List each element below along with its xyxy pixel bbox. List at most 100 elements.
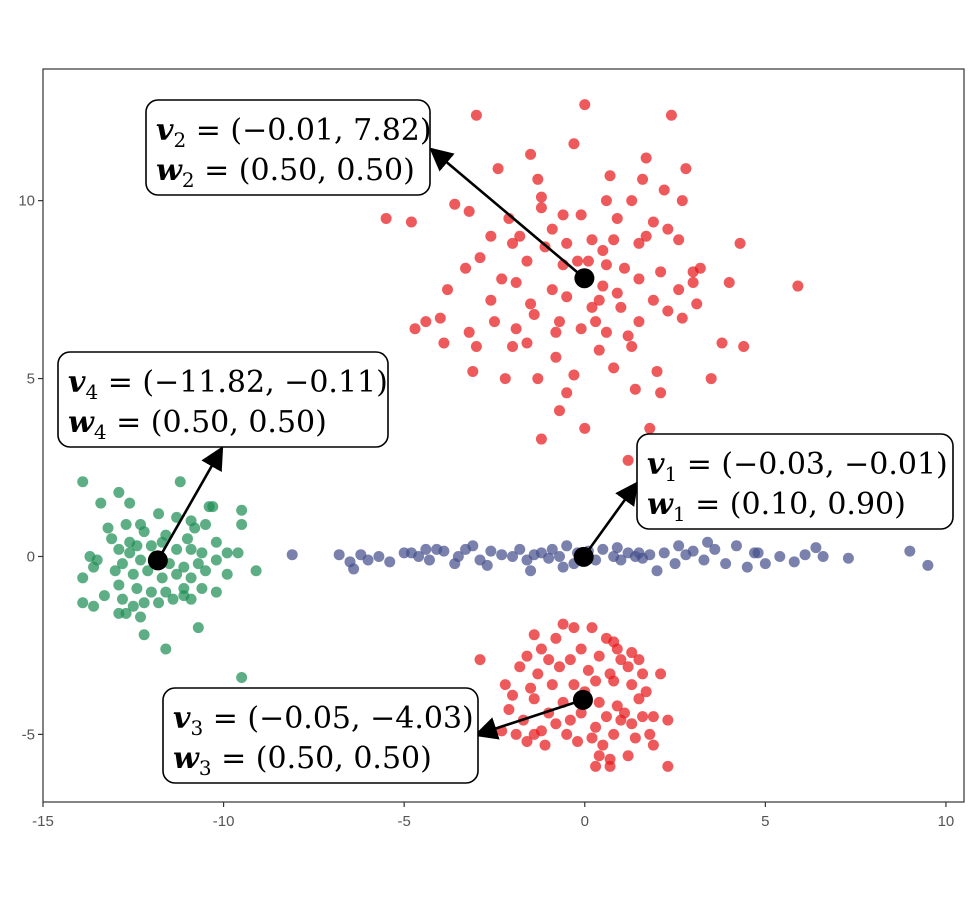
data-point (593, 696, 605, 708)
data-point (333, 549, 345, 561)
data-point (622, 330, 634, 342)
y-tick-label: 5 (27, 371, 35, 388)
data-point (535, 433, 547, 445)
data-point (633, 316, 645, 328)
data-point (373, 550, 385, 562)
cluster-centers (147, 268, 595, 710)
y-tick-label: 0 (27, 548, 35, 565)
data-point (676, 312, 688, 324)
data-point (738, 341, 750, 353)
data-point (658, 184, 670, 196)
data-point (514, 230, 526, 242)
data-point (593, 650, 605, 662)
y-axis: -5 0 5 10 (18, 193, 43, 743)
cluster-center (574, 268, 595, 289)
data-point (626, 341, 638, 353)
data-point (138, 597, 150, 609)
data-point (651, 565, 663, 577)
data-point (629, 383, 641, 395)
data-point (77, 572, 89, 584)
data-point (535, 202, 547, 214)
data-point (626, 718, 638, 730)
data-point (633, 547, 645, 559)
data-point (438, 337, 450, 349)
data-point (420, 543, 432, 555)
data-point (615, 654, 627, 666)
data-point (655, 266, 667, 278)
x-tick-label: 10 (938, 813, 955, 830)
data-point (582, 255, 594, 267)
data-point (532, 668, 544, 680)
data-point (250, 565, 262, 577)
data-point (568, 369, 580, 381)
data-point (553, 316, 565, 328)
data-point (680, 163, 692, 175)
data-point (474, 252, 486, 264)
data-point (525, 298, 537, 310)
data-point (510, 276, 522, 288)
data-point (488, 316, 500, 328)
data-point (633, 273, 645, 285)
data-point (532, 173, 544, 185)
data-point (698, 554, 710, 566)
data-point (633, 654, 645, 666)
data-point (116, 558, 128, 570)
data-point (687, 266, 699, 278)
data-point (142, 565, 154, 577)
data-point (662, 714, 674, 726)
data-point (236, 518, 248, 530)
data-point (644, 728, 656, 740)
data-point (673, 234, 685, 246)
data-point (196, 583, 208, 595)
data-point (586, 622, 598, 634)
data-point (156, 536, 168, 548)
data-point (470, 109, 482, 121)
data-point (485, 230, 497, 242)
data-point (687, 276, 699, 288)
data-point (561, 728, 573, 740)
data-point (525, 148, 537, 160)
data-point (691, 298, 703, 310)
data-point (77, 597, 89, 609)
data-point (792, 280, 804, 292)
data-point (582, 664, 594, 676)
data-point (160, 643, 172, 655)
data-point (622, 454, 634, 466)
data-point (647, 216, 659, 228)
data-point (467, 365, 479, 377)
x-tick-label: -15 (32, 813, 54, 830)
data-point (185, 543, 197, 555)
data-point (600, 195, 612, 207)
data-point (135, 554, 147, 566)
data-point (192, 558, 204, 570)
data-point (413, 550, 425, 562)
data-point (705, 373, 717, 385)
cluster-center (147, 550, 168, 571)
data-point (405, 216, 417, 228)
data-point (550, 632, 562, 644)
data-point (113, 579, 125, 591)
annotation-frame (57, 351, 389, 448)
data-point (618, 262, 630, 274)
data-point (611, 643, 623, 655)
data-point (232, 547, 244, 559)
cluster-center (572, 689, 593, 710)
data-point (557, 209, 569, 221)
data-point (842, 552, 854, 564)
annotation-center-text: v4 = (−11.82, −0.11) (68, 365, 388, 404)
data-point (590, 316, 602, 328)
data-point (622, 661, 634, 673)
data-point (409, 323, 421, 335)
data-point (88, 600, 100, 612)
data-point (521, 255, 533, 267)
data-point (510, 323, 522, 335)
data-point (611, 700, 623, 712)
data-point (492, 163, 504, 175)
data-point (109, 565, 121, 577)
data-point (568, 679, 580, 691)
x-axis: -15 -10 -5 0 5 10 (32, 802, 954, 830)
data-point (120, 607, 132, 619)
data-point (153, 597, 165, 609)
data-point (640, 152, 652, 164)
data-point (557, 561, 569, 573)
